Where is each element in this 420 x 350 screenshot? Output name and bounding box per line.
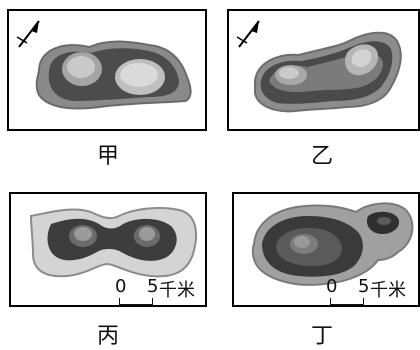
caption-yi: 乙 — [310, 144, 333, 169]
scale-bar-bing: 0 5 千米 — [115, 276, 205, 305]
panel-ding: 0 5 千米 — [232, 192, 420, 307]
relief-map-ding — [251, 202, 414, 286]
scale-end: 5 — [147, 276, 159, 297]
north-arrow-icon — [16, 20, 40, 48]
scale-unit: 千米 — [370, 280, 406, 301]
caption-ding: 丁 — [310, 324, 333, 349]
panel-bing: 0 5 千米 — [9, 192, 207, 307]
scale-start: 0 — [115, 276, 127, 297]
north-arrow-icon — [236, 20, 260, 48]
scale-bar-line — [330, 298, 364, 305]
relief-map-jia — [16, 20, 192, 110]
panel-jia — [7, 9, 207, 131]
relief-map-yi — [236, 20, 402, 113]
scale-start: 0 — [326, 276, 338, 297]
scale-bar-ding: 0 5 千米 — [326, 276, 418, 305]
relief-map-bing — [29, 207, 197, 278]
caption-jia: 甲 — [96, 144, 119, 169]
scale-bar-line — [119, 298, 153, 305]
scale-unit: 千米 — [159, 280, 195, 301]
panel-yi — [227, 9, 420, 131]
scale-end: 5 — [358, 276, 370, 297]
caption-bing: 丙 — [96, 324, 119, 349]
